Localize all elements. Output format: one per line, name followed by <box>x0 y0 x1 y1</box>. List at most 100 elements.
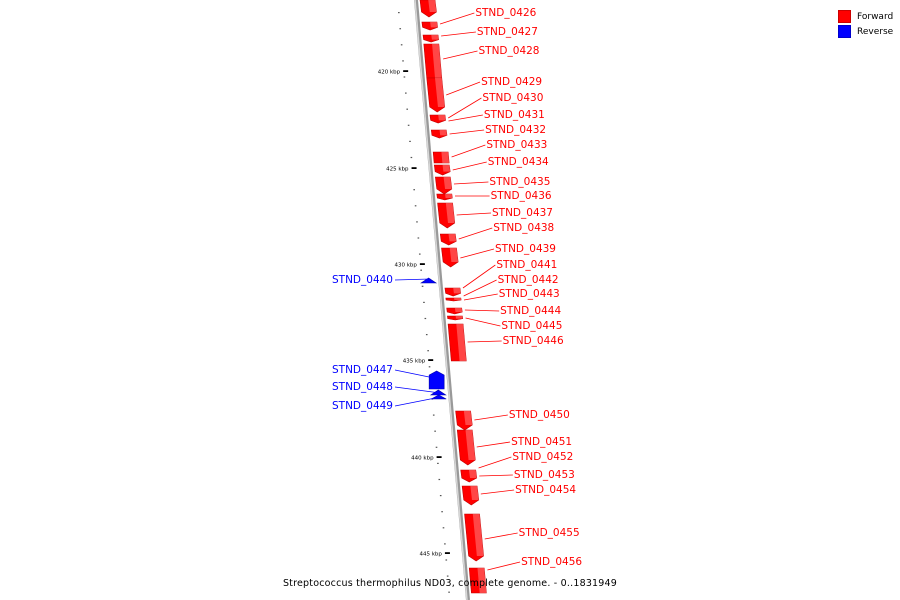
forward-label-leader <box>464 309 500 312</box>
ruler-minor-tick <box>420 269 422 271</box>
forward-label-leader <box>448 114 483 122</box>
ruler-minor-tick <box>402 60 404 62</box>
forward-label-leader <box>453 181 489 185</box>
forward-gene-label: STND_0432 <box>485 124 546 136</box>
forward-gene-label: STND_0444 <box>500 305 561 317</box>
ruler-major-tick <box>411 167 417 169</box>
ruler-minor-tick <box>424 317 427 320</box>
reverse-gene <box>428 370 445 390</box>
forward-label-leader <box>474 414 508 421</box>
ruler-label: 425 kbp <box>386 167 409 173</box>
ruler-minor-tick <box>427 350 429 352</box>
ruler-minor-tick <box>414 205 417 207</box>
genome-caption: Streptococcus thermophilus ND03, complet… <box>282 578 618 589</box>
reverse-label-leader <box>394 369 439 380</box>
forward-gene-label: STND_0431 <box>484 109 545 121</box>
forward-gene-label: STND_0428 <box>479 45 540 57</box>
forward-label-leader <box>467 340 502 343</box>
legend-forward-label: Forward <box>857 11 894 22</box>
forward-label-leader <box>463 293 498 301</box>
ruler-label: 435 kbp <box>403 359 426 365</box>
forward-gene-label: STND_0438 <box>493 222 554 234</box>
ruler-minor-tick <box>442 527 445 529</box>
forward-gene-label: STND_0445 <box>501 320 562 332</box>
forward-label-leader <box>452 161 487 171</box>
forward-gene-label: STND_0443 <box>499 288 560 300</box>
forward-gene-label: STND_0451 <box>511 436 572 448</box>
reverse-gene-label: STND_0449 <box>332 400 393 412</box>
forward-label-leader <box>479 474 513 477</box>
ruler-minor-tick <box>409 140 411 142</box>
forward-gene-label: STND_0435 <box>489 176 550 188</box>
forward-label-leader <box>487 561 521 571</box>
ruler-minor-tick <box>444 543 446 545</box>
forward-label-leader <box>451 144 486 158</box>
ruler-major-tick <box>436 456 442 458</box>
forward-gene-label: STND_0456 <box>521 556 582 568</box>
ruler-major-tick <box>428 359 434 361</box>
ruler-minor-tick <box>413 189 415 191</box>
reverse-label-leader <box>394 396 441 407</box>
reverse-label-leader <box>394 278 431 281</box>
reverse-swatch <box>838 25 851 38</box>
ruler-minor-tick <box>423 301 425 303</box>
forward-gene-label: STND_0436 <box>491 190 552 202</box>
ruler-minor-tick <box>435 446 438 448</box>
reverse-label-leader <box>394 386 441 394</box>
ruler-minor-tick <box>405 92 407 94</box>
ruler-major-tick <box>444 552 450 554</box>
forward-label-leader <box>463 279 497 297</box>
forward-gene-label: STND_0441 <box>496 259 557 271</box>
ruler-minor-tick <box>399 28 402 30</box>
ruler-minor-tick <box>434 430 436 432</box>
ruler-minor-tick <box>432 414 435 416</box>
ruler-minor-tick <box>437 462 439 464</box>
forward-gene-label: STND_0442 <box>498 274 559 286</box>
forward-gene-label: STND_0433 <box>486 139 547 151</box>
ruler-minor-tick <box>416 221 418 223</box>
ruler-label: 440 kbp <box>411 456 434 462</box>
legend-reverse-label: Reverse <box>857 26 894 37</box>
ruler-minor-tick <box>400 44 403 46</box>
ruler-minor-tick <box>445 559 448 561</box>
forward-label-leader <box>446 81 481 96</box>
ruler-minor-tick <box>406 108 409 110</box>
ruler-minor-tick <box>421 285 424 287</box>
forward-gene-label: STND_0429 <box>481 76 542 88</box>
forward-label-leader <box>458 227 493 240</box>
ruler-minor-tick <box>438 478 441 481</box>
ruler-minor-tick <box>439 495 442 497</box>
ruler-minor-tick <box>407 124 410 126</box>
ruler-major-tick <box>419 263 425 265</box>
forward-gene-label: STND_0450 <box>509 409 570 421</box>
forward-gene-label: STND_0426 <box>475 7 536 19</box>
forward-label-leader <box>456 212 492 216</box>
forward-gene-label: STND_0455 <box>519 527 580 539</box>
ruler-minor-tick <box>417 237 420 239</box>
legend-forward: Forward <box>838 9 893 24</box>
ruler-minor-tick <box>418 253 421 255</box>
forward-label-leader <box>478 456 512 469</box>
forward-label-leader <box>449 129 485 135</box>
ruler-minor-tick <box>425 334 428 336</box>
forward-gene-label: STND_0427 <box>477 26 538 38</box>
legend-reverse: Reverse <box>838 24 893 39</box>
ruler-minor-tick <box>441 511 443 513</box>
forward-gene-label: STND_0439 <box>495 243 556 255</box>
forward-label-leader <box>448 97 482 119</box>
forward-label-leader <box>441 31 476 37</box>
sequence-backbone <box>414 0 470 600</box>
ruler-minor-tick <box>410 156 413 159</box>
forward-gene-label: STND_0430 <box>482 92 543 104</box>
forward-gene-label: STND_0452 <box>512 451 573 463</box>
ruler-label: 445 kbp <box>420 552 443 558</box>
ruler-minor-tick <box>446 575 449 577</box>
forward-label-leader <box>439 12 475 25</box>
ruler-minor-tick <box>448 591 450 593</box>
forward-label-leader <box>462 264 496 289</box>
legend: Forward Reverse <box>838 9 893 39</box>
forward-label-leader <box>484 532 518 540</box>
ruler-major-tick <box>403 70 409 72</box>
forward-gene-label: STND_0453 <box>514 469 575 481</box>
